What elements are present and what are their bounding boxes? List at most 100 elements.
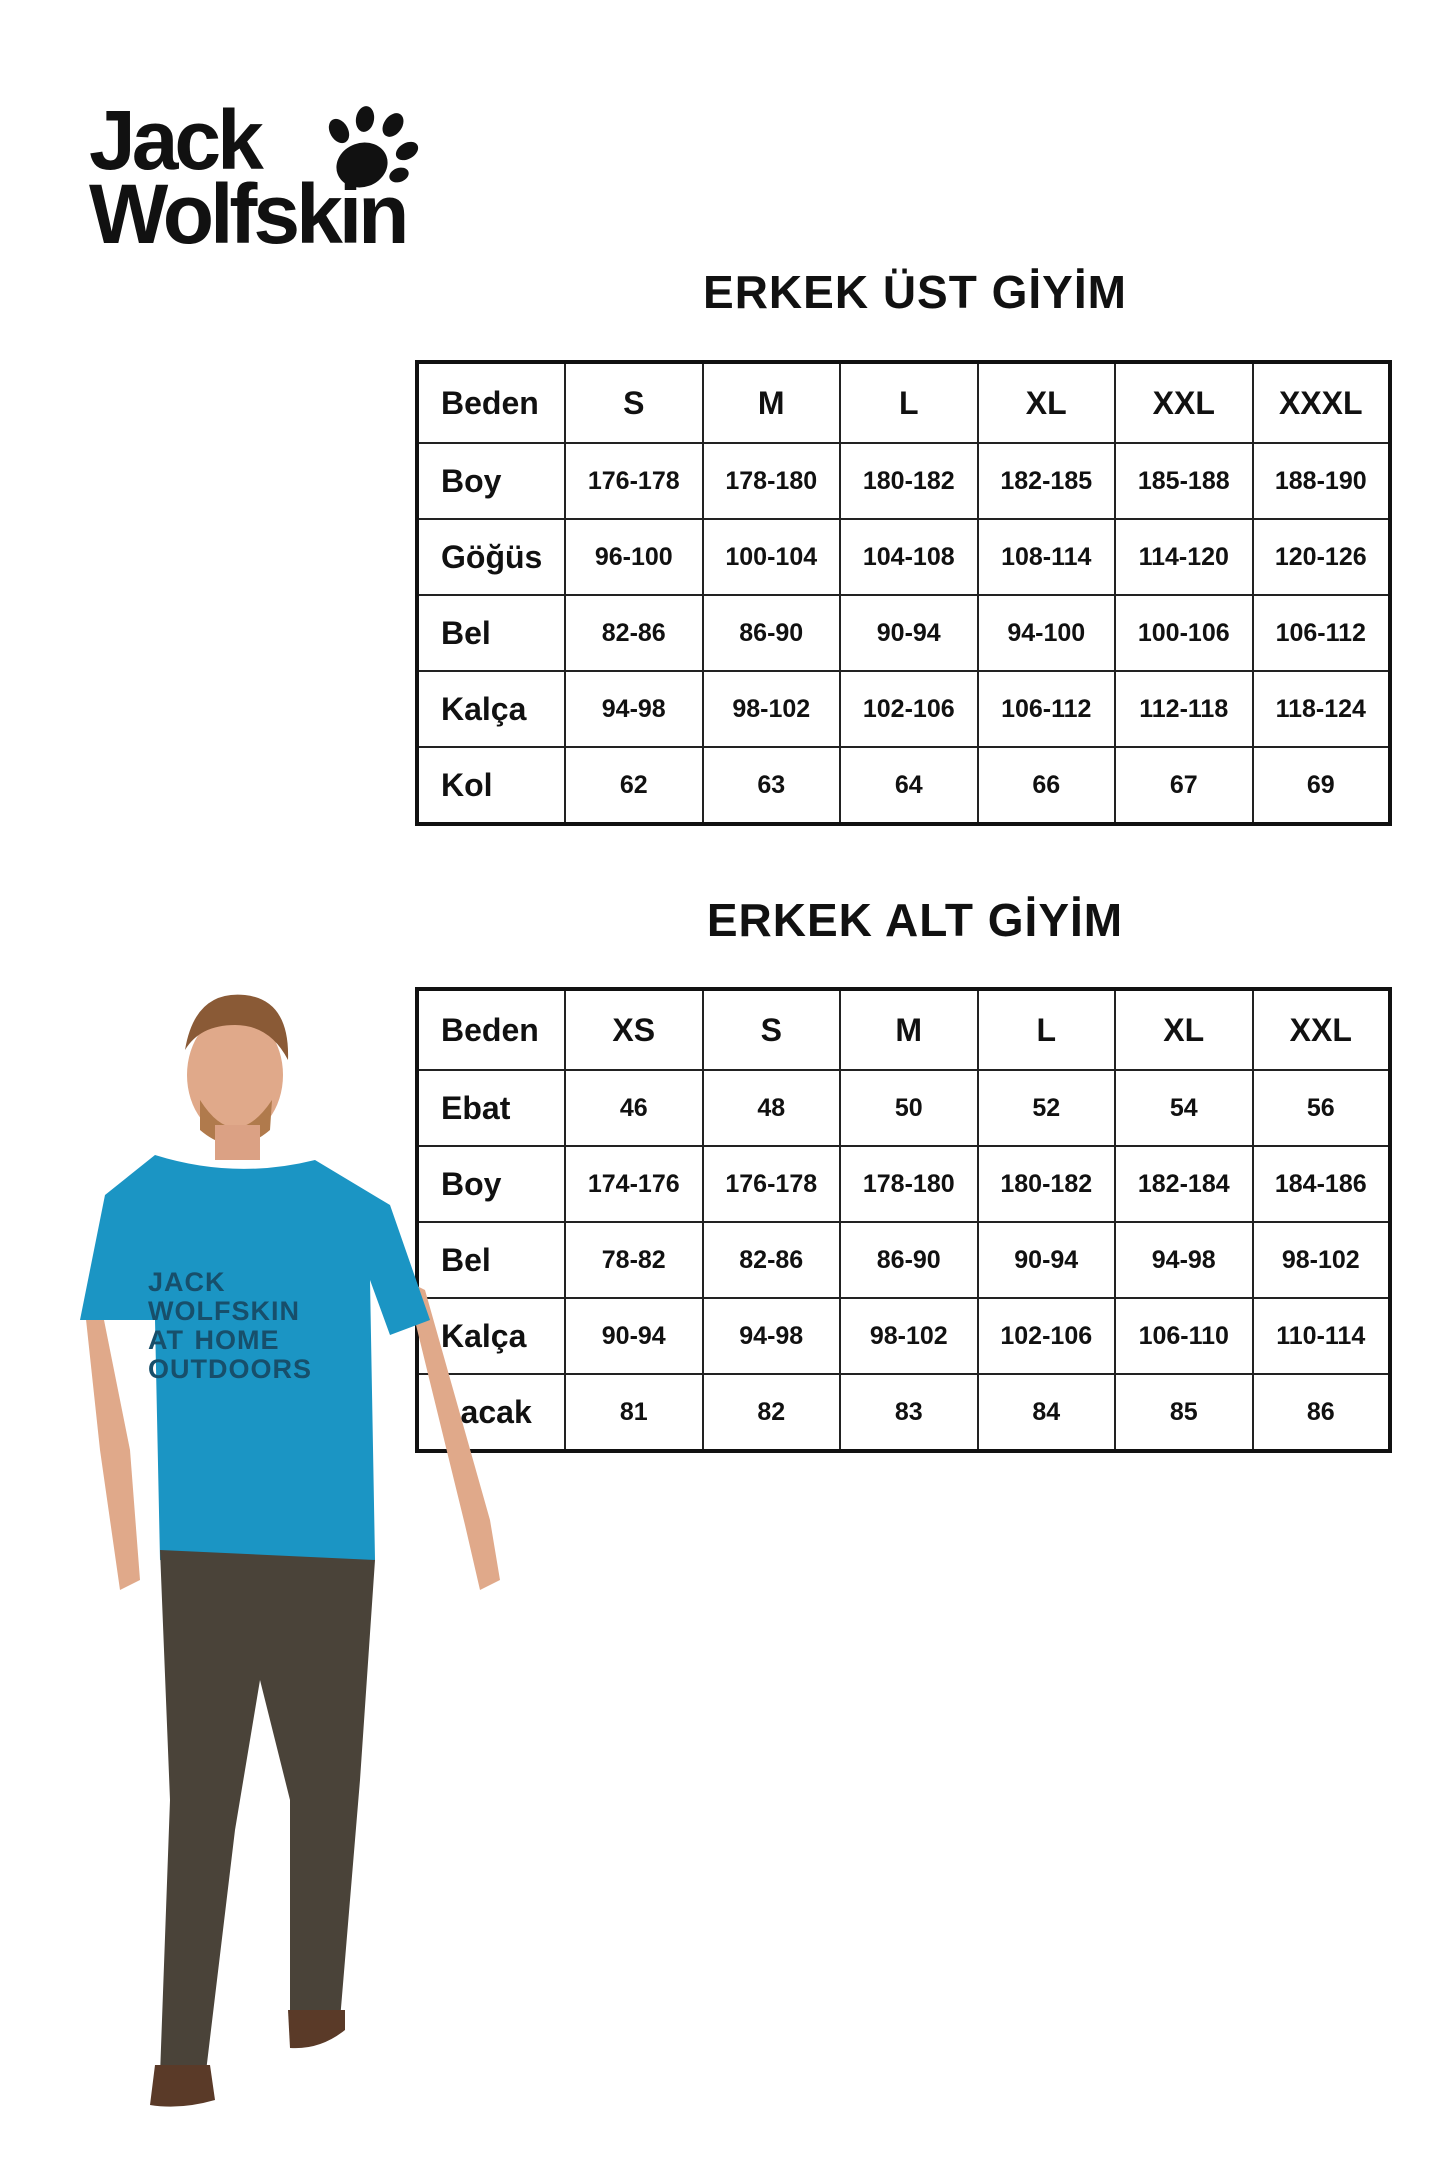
measurement-cell: 90-94	[564, 1297, 704, 1375]
paw-icon	[328, 106, 419, 188]
measurement-cell: 83	[839, 1373, 979, 1452]
measurement-cell: 120-126	[1251, 518, 1391, 596]
size-header: S	[701, 988, 841, 1071]
measurement-cell: 102-106	[976, 1297, 1116, 1375]
measurement-cell: 106-112	[1251, 594, 1391, 672]
measurement-cell: 104-108	[839, 518, 979, 596]
measurement-cell: 85	[1114, 1373, 1254, 1452]
measurement-cell: 108-114	[976, 518, 1116, 596]
measurement-cell: 182-185	[976, 442, 1116, 520]
measurement-cell: 100-104	[701, 518, 841, 596]
measurement-cell: 82	[701, 1373, 841, 1452]
size-header: S	[564, 361, 704, 444]
table-row: Boy 176-178 178-180 180-182 182-185 185-188 18…	[416, 442, 1391, 520]
measurement-cell: 110-114	[1251, 1297, 1391, 1375]
measurement-cell: 66	[976, 746, 1116, 825]
measurement-cell: 100-106	[1114, 594, 1254, 672]
measurement-cell: 78-82	[564, 1221, 704, 1299]
measurement-cell: 174-176	[564, 1145, 704, 1223]
measurement-cell: 82-86	[564, 594, 704, 672]
measurement-cell: 64	[839, 746, 979, 825]
table-row: Kalça 90-94 94-98 98-102 102-106 106-110 110-1…	[416, 1297, 1391, 1375]
row-label: Bel	[416, 1221, 566, 1299]
measurement-cell: 106-110	[1114, 1297, 1254, 1375]
size-header: XXL	[1114, 361, 1254, 444]
measurement-cell: 180-182	[839, 442, 979, 520]
size-header: XL	[1114, 988, 1254, 1071]
top-wear-size-table: Beden S M L XL XXL XXXL Boy 176-178 178-180 180-18…	[415, 360, 1392, 826]
measurement-cell: 82-86	[701, 1221, 841, 1299]
measurement-cell: 114-120	[1114, 518, 1254, 596]
size-header: XL	[976, 361, 1116, 444]
table-row: Ebat 46 48 50 52 54 56	[416, 1069, 1391, 1147]
measurement-cell: 90-94	[976, 1221, 1116, 1299]
measurement-cell: 54	[1114, 1069, 1254, 1147]
measurement-cell: 56	[1251, 1069, 1391, 1147]
measurement-cell: 63	[701, 746, 841, 825]
measurement-cell: 46	[564, 1069, 704, 1147]
row-label: Kol	[416, 746, 566, 825]
bottom-wear-title: ERKEK ALT GİYİM	[706, 894, 1124, 946]
measurement-cell: 185-188	[1114, 442, 1254, 520]
measurement-cell: 50	[839, 1069, 979, 1147]
logo-line-1: Jack	[89, 93, 264, 187]
header-label: Beden	[416, 361, 566, 444]
row-label: Bel	[416, 594, 566, 672]
shirt-print-text: JACK WOLFSKIN AT HOME OUTDOORS	[148, 1267, 313, 1384]
table-row: Bel 82-86 86-90 90-94 94-100 100-106 106-112	[416, 594, 1391, 672]
table-header-row: Beden S M L XL XXL XXXL	[416, 361, 1391, 444]
measurement-cell: 48	[701, 1069, 841, 1147]
measurement-cell: 94-98	[701, 1297, 841, 1375]
row-label: Boy	[416, 1145, 566, 1223]
table-row: Göğüs 96-100 100-104 104-108 108-114 114-120 1…	[416, 518, 1391, 596]
size-header: M	[839, 988, 979, 1071]
measurement-cell: 94-98	[564, 670, 704, 748]
measurement-cell: 112-118	[1114, 670, 1254, 748]
size-header: M	[701, 361, 841, 444]
brand-logo: Jack Wolfskin	[89, 93, 429, 273]
measurement-cell: 106-112	[976, 670, 1116, 748]
measurement-cell: 180-182	[976, 1145, 1116, 1223]
measurement-cell: 178-180	[701, 442, 841, 520]
measurement-cell: 81	[564, 1373, 704, 1452]
measurement-cell: 176-178	[701, 1145, 841, 1223]
row-label: Ebat	[416, 1069, 566, 1147]
measurement-cell: 52	[976, 1069, 1116, 1147]
table-row: Kalça 94-98 98-102 102-106 106-112 112-118 118…	[416, 670, 1391, 748]
size-header: L	[976, 988, 1116, 1071]
measurement-cell: 86	[1251, 1373, 1391, 1452]
row-label: Göğüs	[416, 518, 566, 596]
header-label: Beden	[416, 988, 566, 1071]
measurement-cell: 96-100	[564, 518, 704, 596]
measurement-cell: 90-94	[839, 594, 979, 672]
measurement-cell: 86-90	[839, 1221, 979, 1299]
measurement-cell: 184-186	[1251, 1145, 1391, 1223]
measurement-cell: 98-102	[1251, 1221, 1391, 1299]
table-row: bacak 81 82 83 84 85 86	[416, 1373, 1391, 1452]
table-row: Bel 78-82 82-86 86-90 90-94 94-98 98-102	[416, 1221, 1391, 1299]
table-row: Boy 174-176 176-178 178-180 180-182 182-184 18…	[416, 1145, 1391, 1223]
measurement-cell: 178-180	[839, 1145, 979, 1223]
row-label: Boy	[416, 442, 566, 520]
measurement-cell: 188-190	[1251, 442, 1391, 520]
measurement-cell: 67	[1114, 746, 1254, 825]
top-wear-title: ERKEK ÜST GİYİM	[703, 266, 1127, 318]
bottom-wear-size-table: Beden XS S M L XL XXL Ebat 46 48 50 52 54 56 Boy 174-17…	[415, 987, 1392, 1453]
row-label: Kalça	[416, 670, 566, 748]
table-header-row: Beden XS S M L XL XXL	[416, 988, 1391, 1071]
size-header: XS	[564, 988, 704, 1071]
measurement-cell: 69	[1251, 746, 1391, 825]
measurement-cell: 176-178	[564, 442, 704, 520]
model-photo	[80, 994, 500, 2107]
measurement-cell: 102-106	[839, 670, 979, 748]
measurement-cell: 84	[976, 1373, 1116, 1452]
table-row: Kol 62 63 64 66 67 69	[416, 746, 1391, 825]
measurement-cell: 98-102	[701, 670, 841, 748]
measurement-cell: 62	[564, 746, 704, 825]
measurement-cell: 98-102	[839, 1297, 979, 1375]
size-header: XXXL	[1251, 361, 1391, 444]
measurement-cell: 86-90	[701, 594, 841, 672]
size-header: L	[839, 361, 979, 444]
measurement-cell: 182-184	[1114, 1145, 1254, 1223]
size-header: XXL	[1251, 988, 1391, 1071]
